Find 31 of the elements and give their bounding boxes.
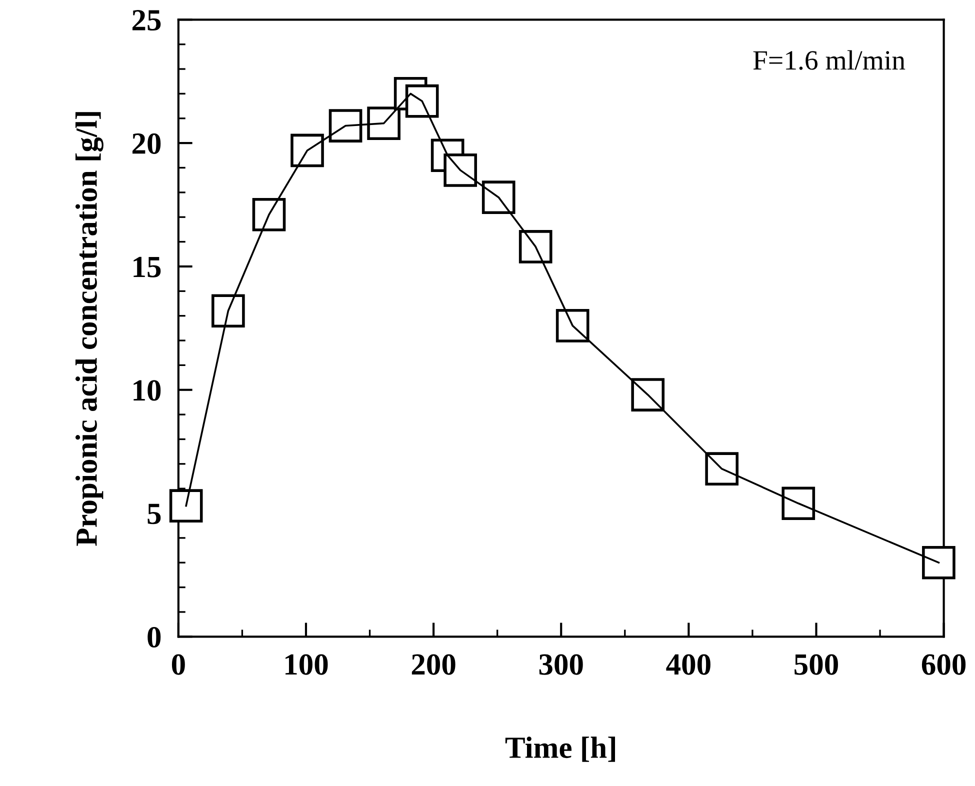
x-tick-label: 200 bbox=[412, 654, 456, 675]
y-tick-label: 5 bbox=[148, 504, 161, 524]
point bbox=[444, 154, 478, 187]
x-tick-label: 400 bbox=[666, 654, 710, 675]
point bbox=[405, 84, 439, 118]
y-tick-label: 20 bbox=[132, 133, 161, 154]
point bbox=[556, 309, 590, 342]
y-tick-label: 0 bbox=[148, 626, 161, 648]
point bbox=[367, 106, 400, 140]
x-tick-label: 0 bbox=[172, 654, 185, 675]
point bbox=[290, 134, 324, 168]
y-tick-label: 25 bbox=[132, 10, 161, 31]
point bbox=[252, 198, 286, 232]
y-tick-label: 10 bbox=[134, 380, 161, 401]
y-axis-title: Propionic acid concentration [g/l] bbox=[75, 112, 104, 546]
point bbox=[705, 452, 739, 486]
point bbox=[482, 180, 516, 214]
y-tick-label: 15 bbox=[134, 256, 161, 278]
annotation: F=1.6 ml/min bbox=[753, 50, 906, 70]
x-axis-title: Time [h] bbox=[505, 736, 616, 762]
point bbox=[518, 230, 552, 264]
x-tick-label: 100 bbox=[286, 654, 328, 675]
x-tick-label: 500 bbox=[794, 654, 838, 675]
point bbox=[631, 378, 665, 412]
x-tick-label: 600 bbox=[922, 654, 966, 675]
point bbox=[782, 486, 816, 520]
x-tick-label: 300 bbox=[539, 654, 583, 675]
point bbox=[328, 109, 362, 142]
point bbox=[169, 489, 203, 523]
point bbox=[212, 294, 245, 328]
point bbox=[922, 546, 956, 580]
